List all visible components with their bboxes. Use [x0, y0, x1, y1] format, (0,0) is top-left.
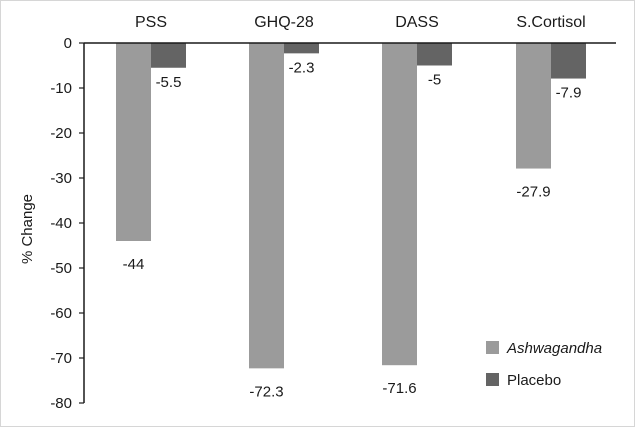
bar-placebo-dass — [417, 43, 452, 66]
category-label: DASS — [395, 14, 439, 31]
y-tick-label: -70 — [50, 350, 72, 367]
data-label-ashwagandha: -27.9 — [516, 184, 550, 201]
y-axis-title: % Change — [19, 194, 36, 264]
y-tick-label: -40 — [50, 215, 72, 232]
bar-ashwagandha-pss — [116, 43, 151, 241]
legend-swatch-placebo — [486, 373, 499, 386]
y-tick-label: -50 — [50, 260, 72, 277]
data-label-placebo: -7.9 — [556, 85, 582, 102]
data-label-ashwagandha: -71.6 — [382, 380, 416, 397]
y-tick-label: -20 — [50, 125, 72, 142]
bar-placebo-pss — [151, 43, 186, 68]
category-label: S.Cortisol — [516, 14, 585, 31]
legend-label-ashwagandha: Ashwagandha — [506, 340, 602, 357]
y-tick-label: -10 — [50, 80, 72, 97]
legend-swatch-ashwagandha — [486, 341, 499, 354]
y-tick-label: -30 — [50, 170, 72, 187]
y-tick-label: 0 — [64, 35, 72, 52]
bar-ashwagandha-s-cortisol — [516, 43, 551, 169]
bar-ashwagandha-dass — [382, 43, 417, 366]
y-tick-label: -80 — [50, 395, 72, 412]
data-label-placebo: -2.3 — [289, 59, 315, 76]
data-label-placebo: -5 — [428, 72, 441, 89]
category-label: PSS — [135, 14, 167, 31]
data-label-ashwagandha: -44 — [123, 256, 145, 273]
bar-ashwagandha-ghq-28 — [249, 43, 284, 369]
bar-placebo-s-cortisol — [551, 43, 586, 79]
data-label-placebo: -5.5 — [156, 74, 182, 91]
data-label-ashwagandha: -72.3 — [249, 383, 283, 400]
y-tick-label: -60 — [50, 305, 72, 322]
legend-label-placebo: Placebo — [507, 372, 561, 389]
category-label: GHQ-28 — [254, 14, 314, 31]
bar-placebo-ghq-28 — [284, 43, 319, 54]
